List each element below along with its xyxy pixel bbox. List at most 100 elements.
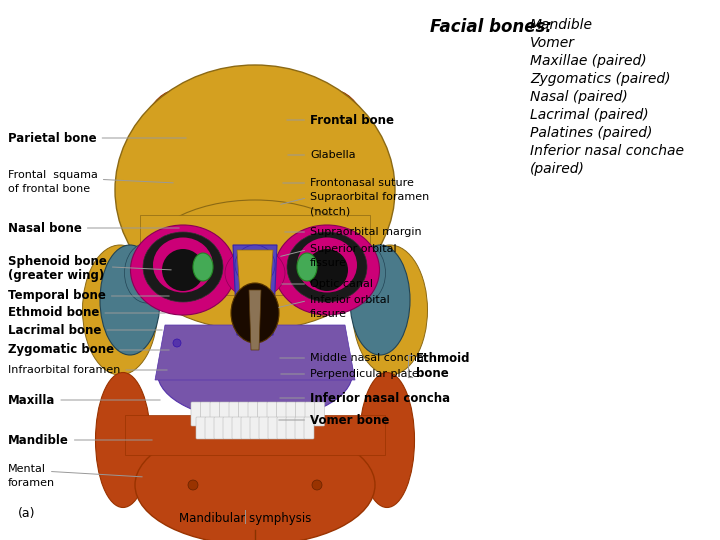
Ellipse shape <box>135 425 375 540</box>
Text: Inferior orbital: Inferior orbital <box>279 295 390 307</box>
Ellipse shape <box>130 90 225 300</box>
FancyBboxPatch shape <box>295 402 305 426</box>
Text: Mandible: Mandible <box>8 434 152 447</box>
Text: Ethmoid
bone: Ethmoid bone <box>416 352 470 380</box>
Text: foramen: foramen <box>8 478 55 488</box>
Text: (greater wing): (greater wing) <box>8 269 104 282</box>
Text: Inferior nasal conchae: Inferior nasal conchae <box>530 144 684 158</box>
Text: Superior orbital: Superior orbital <box>281 244 397 256</box>
Text: Nasal (paired): Nasal (paired) <box>530 90 628 104</box>
Ellipse shape <box>173 339 181 347</box>
FancyBboxPatch shape <box>277 417 287 439</box>
Text: (a): (a) <box>18 507 35 520</box>
Ellipse shape <box>235 245 275 285</box>
FancyBboxPatch shape <box>196 417 206 439</box>
Ellipse shape <box>162 249 204 291</box>
Text: (notch): (notch) <box>310 206 350 216</box>
Ellipse shape <box>225 248 285 298</box>
FancyBboxPatch shape <box>210 402 220 426</box>
FancyBboxPatch shape <box>286 402 296 426</box>
Ellipse shape <box>274 225 379 315</box>
Ellipse shape <box>359 373 415 508</box>
Text: Glabella: Glabella <box>288 150 356 160</box>
Ellipse shape <box>153 238 213 293</box>
Text: Parietal bone: Parietal bone <box>8 132 186 145</box>
Polygon shape <box>140 215 370 295</box>
Text: Optic canal: Optic canal <box>282 279 373 289</box>
Ellipse shape <box>312 480 322 490</box>
FancyBboxPatch shape <box>258 402 268 426</box>
FancyBboxPatch shape <box>214 417 224 439</box>
Text: Mandible: Mandible <box>530 18 593 32</box>
FancyBboxPatch shape <box>295 417 305 439</box>
Text: Supraorbital margin: Supraorbital margin <box>285 227 422 237</box>
Ellipse shape <box>297 238 357 293</box>
FancyBboxPatch shape <box>248 402 258 426</box>
Text: Lacrimal bone: Lacrimal bone <box>8 323 162 336</box>
Ellipse shape <box>286 90 380 300</box>
Text: Ethmoid bone: Ethmoid bone <box>8 307 165 320</box>
Text: fissure: fissure <box>310 309 347 319</box>
Ellipse shape <box>115 65 395 315</box>
Text: Infraorbital foramen: Infraorbital foramen <box>8 365 167 375</box>
FancyBboxPatch shape <box>268 417 278 439</box>
FancyBboxPatch shape <box>229 402 239 426</box>
Ellipse shape <box>287 232 367 302</box>
Ellipse shape <box>188 480 198 490</box>
Polygon shape <box>249 290 261 350</box>
Ellipse shape <box>125 243 169 303</box>
Ellipse shape <box>341 243 385 303</box>
Ellipse shape <box>306 249 348 291</box>
Text: (paired): (paired) <box>530 162 585 176</box>
FancyBboxPatch shape <box>286 417 296 439</box>
Ellipse shape <box>96 373 150 508</box>
Text: fissure: fissure <box>310 258 347 268</box>
Polygon shape <box>237 250 273 295</box>
FancyBboxPatch shape <box>200 402 210 426</box>
Text: Perpendicular plate: Perpendicular plate <box>281 369 419 379</box>
Text: Nasal bone: Nasal bone <box>8 221 179 234</box>
Ellipse shape <box>158 326 353 421</box>
Text: Zygomatics (paired): Zygomatics (paired) <box>530 72 670 86</box>
Text: Maxilla: Maxilla <box>8 394 161 407</box>
FancyBboxPatch shape <box>238 402 248 426</box>
FancyBboxPatch shape <box>276 402 287 426</box>
Ellipse shape <box>297 253 317 281</box>
Ellipse shape <box>143 232 223 302</box>
Polygon shape <box>125 415 385 455</box>
Text: Facial bones:: Facial bones: <box>430 18 552 36</box>
Text: Zygomatic bone: Zygomatic bone <box>8 343 169 356</box>
Text: Palatines (paired): Palatines (paired) <box>530 126 652 140</box>
Ellipse shape <box>350 245 410 355</box>
Ellipse shape <box>353 245 428 375</box>
FancyBboxPatch shape <box>232 417 242 439</box>
Ellipse shape <box>130 225 235 315</box>
FancyBboxPatch shape <box>315 402 325 426</box>
Ellipse shape <box>193 253 213 281</box>
Text: Vomer bone: Vomer bone <box>279 414 390 427</box>
Text: of frontal bone: of frontal bone <box>8 184 90 194</box>
FancyBboxPatch shape <box>259 417 269 439</box>
Ellipse shape <box>140 200 370 330</box>
FancyBboxPatch shape <box>220 402 230 426</box>
Text: Mental: Mental <box>8 464 143 477</box>
Ellipse shape <box>83 245 158 375</box>
Text: Frontal  squama: Frontal squama <box>8 170 174 183</box>
Text: Mandibular symphysis: Mandibular symphysis <box>179 512 311 525</box>
Text: Frontonasal suture: Frontonasal suture <box>283 178 414 188</box>
Text: Inferior nasal concha: Inferior nasal concha <box>280 392 450 404</box>
FancyBboxPatch shape <box>305 402 315 426</box>
FancyBboxPatch shape <box>241 417 251 439</box>
Polygon shape <box>233 245 277 335</box>
FancyBboxPatch shape <box>223 417 233 439</box>
Text: Vomer: Vomer <box>530 36 575 50</box>
Text: Lacrimal (paired): Lacrimal (paired) <box>530 108 649 122</box>
Text: Frontal bone: Frontal bone <box>287 113 394 126</box>
Ellipse shape <box>100 245 160 355</box>
Text: Sphenoid bone: Sphenoid bone <box>8 255 171 270</box>
FancyBboxPatch shape <box>250 417 260 439</box>
Polygon shape <box>155 325 355 380</box>
Text: Supraorbital foramen: Supraorbital foramen <box>281 192 429 204</box>
FancyBboxPatch shape <box>304 417 314 439</box>
Text: Temporal bone: Temporal bone <box>8 289 169 302</box>
